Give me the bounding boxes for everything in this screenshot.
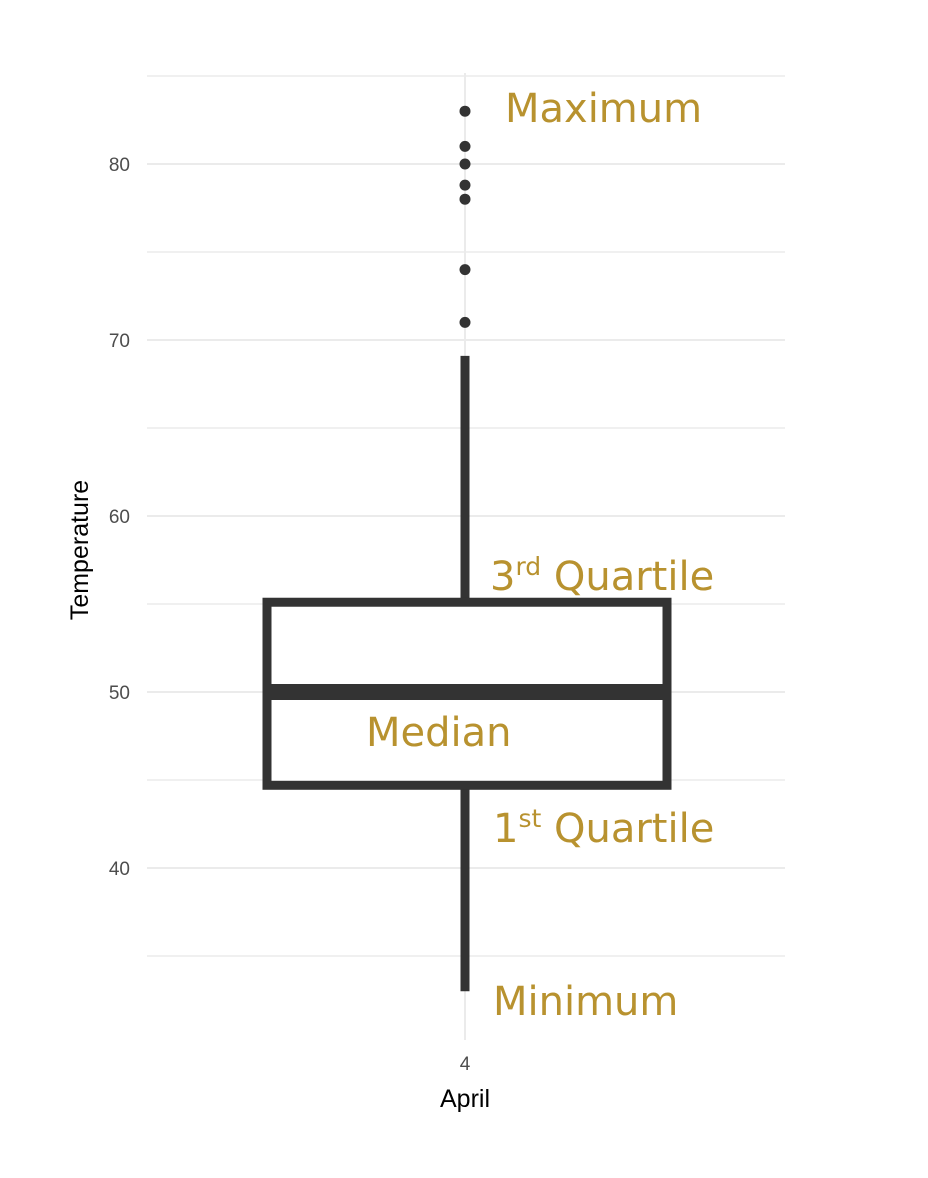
y-tick-label: 70 xyxy=(109,331,130,352)
outlier-point xyxy=(459,105,471,117)
outlier-points xyxy=(459,105,471,328)
outlier-point xyxy=(459,140,471,152)
y-tick-label: 80 xyxy=(109,155,130,176)
outlier-point xyxy=(459,316,471,328)
outlier-point xyxy=(459,264,471,276)
median-annotation: Median xyxy=(366,710,512,756)
y-tick-label: 40 xyxy=(109,859,130,880)
maximum-annotation: Maximum xyxy=(505,86,702,132)
outlier-point xyxy=(459,158,471,170)
annotations: Maximum 3rd Quartile Median 1st Quartile Min… xyxy=(366,86,714,1025)
y-axis-title: Temperature xyxy=(66,480,94,620)
q1-annotation: 1st Quartile xyxy=(493,804,714,852)
outlier-point xyxy=(459,179,471,191)
y-axis-ticks: 40 50 60 70 80 xyxy=(109,155,130,880)
outlier-point xyxy=(459,193,471,205)
box-plot xyxy=(262,355,672,992)
y-tick-label: 60 xyxy=(109,507,130,528)
y-tick-label: 50 xyxy=(109,683,130,704)
q3-annotation: 3rd Quartile xyxy=(490,552,714,600)
x-axis-ticks: 4 xyxy=(460,1054,471,1075)
x-tick-label: 4 xyxy=(460,1054,471,1075)
x-axis-title: April xyxy=(440,1085,490,1113)
minimum-annotation: Minimum xyxy=(493,979,678,1025)
